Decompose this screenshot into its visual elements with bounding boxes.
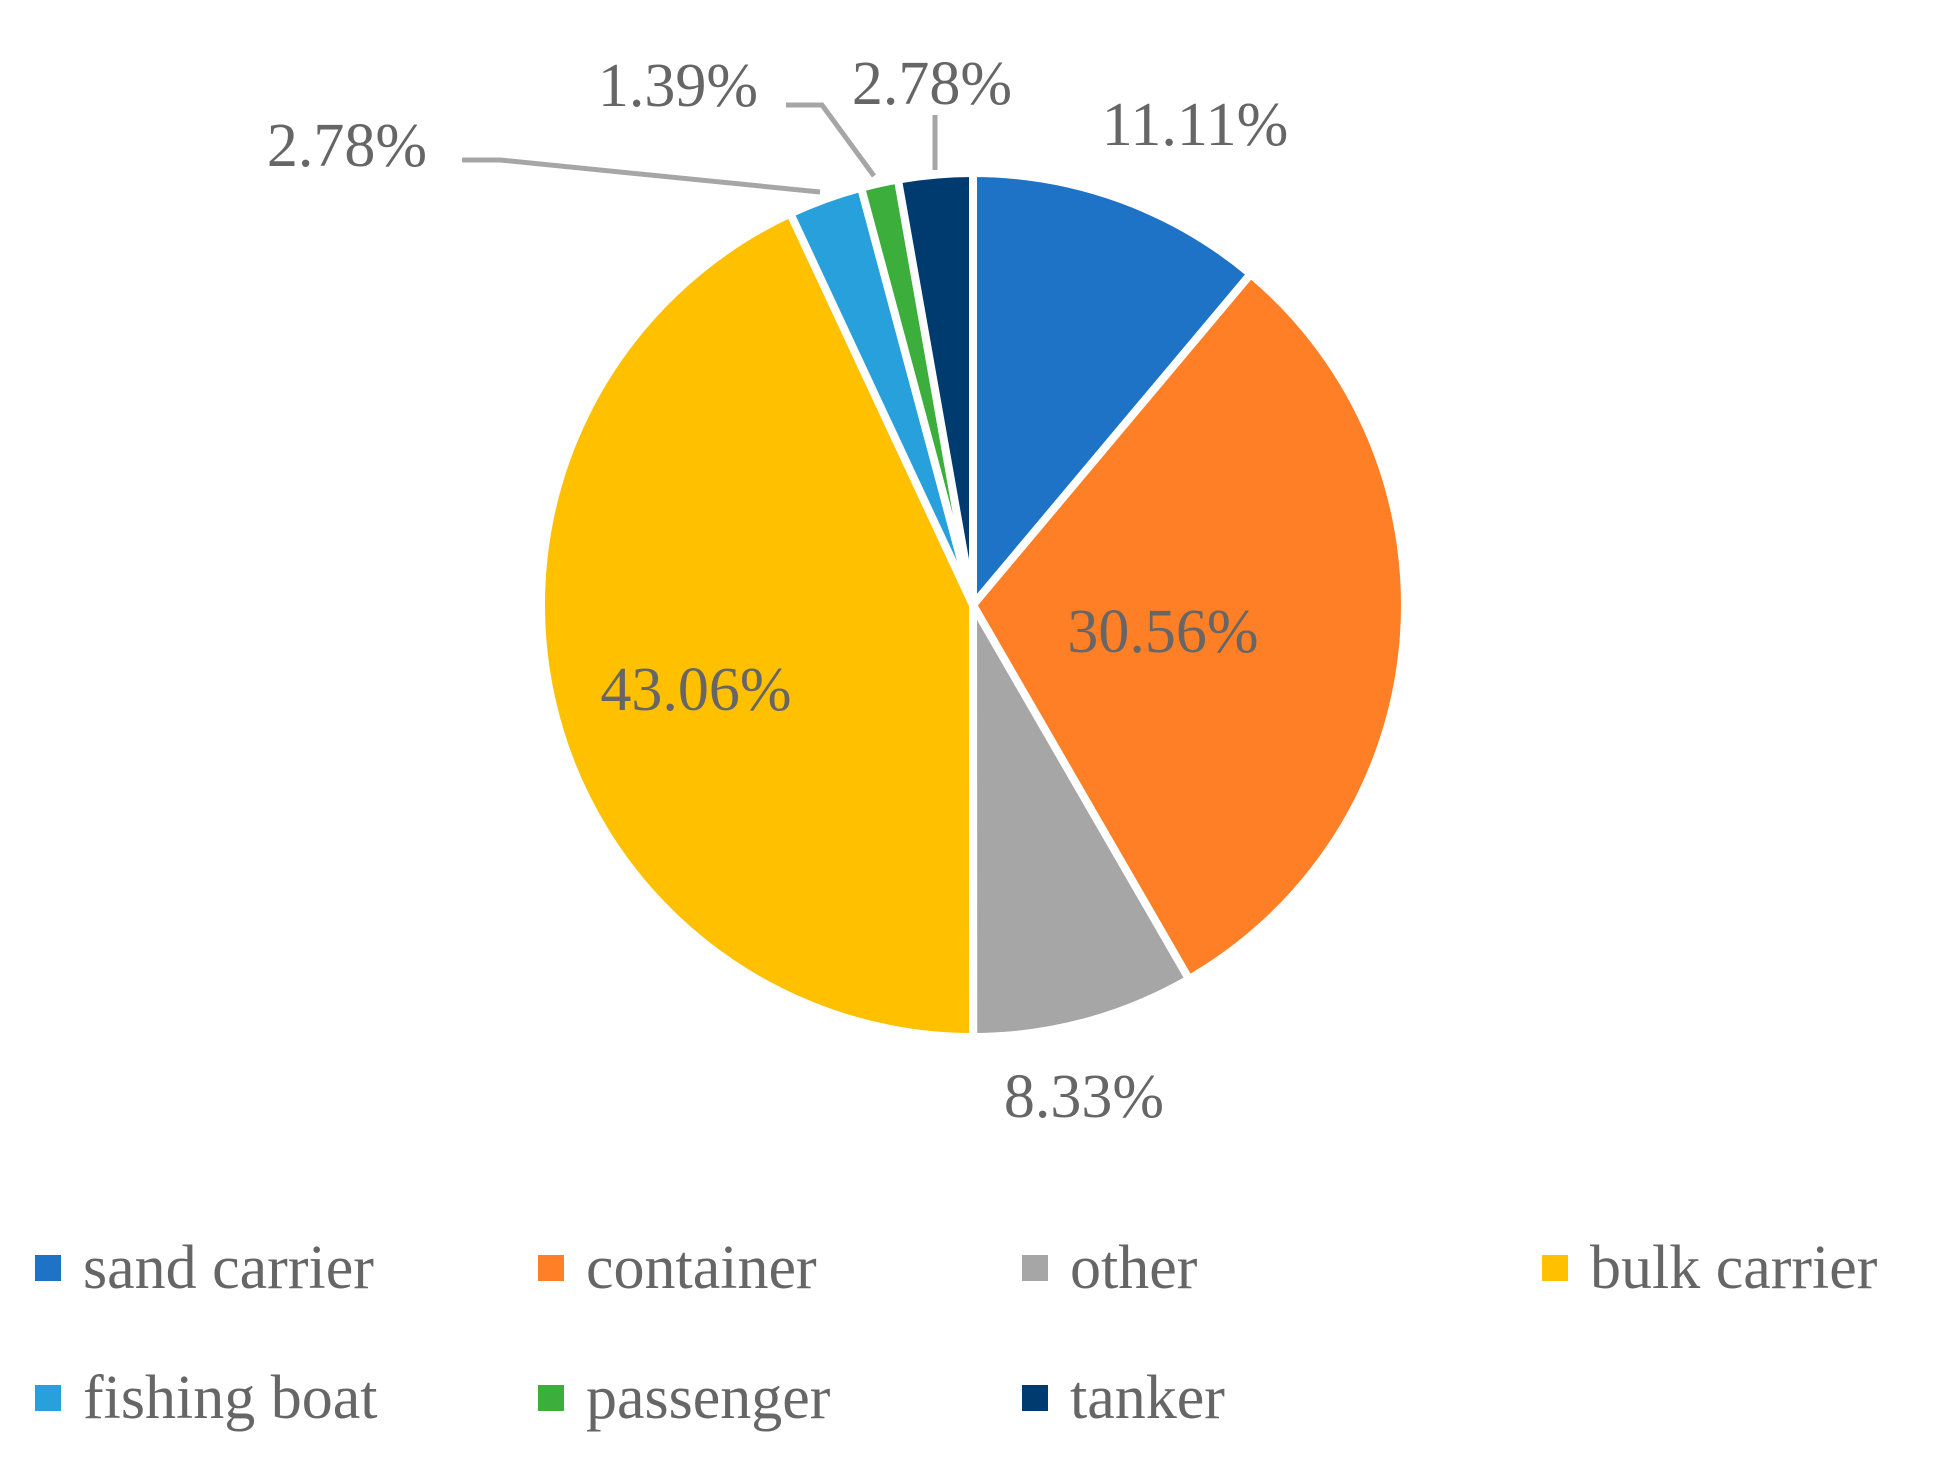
pie-slice-container [969, 270, 1409, 984]
data-label-bulk-carrier: 43.06% [600, 656, 791, 724]
pie-slice-tanker [893, 169, 977, 609]
leader-line-passenger [786, 102, 877, 178]
data-label-passenger: 1.39% [598, 52, 758, 120]
legend-label-other: other [1070, 1234, 1198, 1302]
legend-label-sand-carrier: sand carrier [83, 1234, 374, 1302]
legend-swatch-sand-carrier [35, 1255, 61, 1281]
legend-item-passenger: passenger [538, 1364, 831, 1432]
legend-swatch-other [1022, 1255, 1048, 1281]
legend-label-container: container [586, 1234, 817, 1302]
leader-lines [462, 102, 938, 195]
legend-swatch-container [538, 1255, 564, 1281]
legend-item-container: container [538, 1234, 817, 1302]
legend-item-other: other [1022, 1234, 1198, 1302]
legend-label-tanker: tanker [1070, 1364, 1225, 1432]
data-label-tanker: 2.78% [852, 50, 1012, 118]
legend-swatch-tanker [1022, 1385, 1048, 1411]
data-label-fishing-boat: 2.78% [267, 112, 427, 180]
data-label-other: 8.33% [1004, 1063, 1164, 1131]
pie-slice-sand-carrier [969, 169, 1255, 609]
legend-swatch-bulk-carrier [1542, 1255, 1568, 1281]
legend-label-bulk-carrier: bulk carrier [1590, 1234, 1878, 1302]
legend-item-fishing-boat: fishing boat [35, 1364, 377, 1432]
pie-slices [537, 169, 1409, 1041]
legend-label-passenger: passenger [586, 1364, 831, 1432]
pie-slice-other [969, 601, 1194, 1041]
legend-swatch-fishing-boat [35, 1385, 61, 1411]
data-labels: 11.11% 30.56% 8.33% 43.06% 2.78% 1.39% 2.78% [267, 50, 1288, 1131]
data-label-container: 30.56% [1067, 598, 1258, 666]
data-label-sand-carrier: 11.11% [1102, 91, 1289, 159]
legend-swatch-passenger [538, 1385, 564, 1411]
legend-item-sand-carrier: sand carrier [35, 1234, 374, 1302]
legend: sand carrier container other bulk carrier fi… [35, 1234, 1878, 1432]
pie-slice-bulk-carrier [537, 209, 978, 1041]
legend-item-tanker: tanker [1022, 1364, 1225, 1432]
leader-line-fishing-boat [462, 157, 821, 195]
legend-item-bulk-carrier: bulk carrier [1542, 1234, 1878, 1302]
legend-label-fishing-boat: fishing boat [83, 1364, 377, 1432]
